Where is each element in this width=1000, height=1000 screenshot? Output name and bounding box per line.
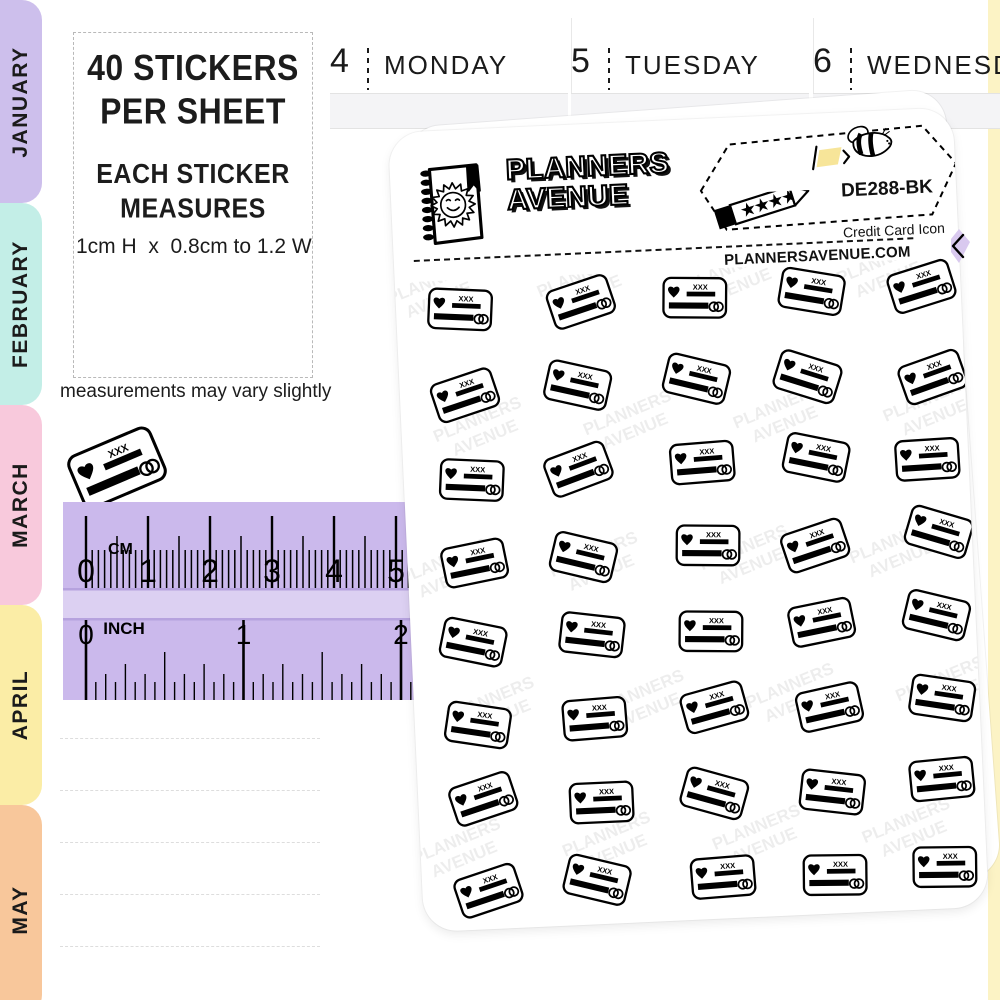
svg-text:XXX: XXX — [592, 703, 608, 713]
svg-text:XXX: XXX — [599, 787, 614, 797]
svg-text:XXX: XXX — [699, 446, 715, 456]
svg-text:XXX: XXX — [720, 861, 736, 871]
svg-text:XXX: XXX — [924, 443, 939, 453]
svg-text:XXX: XXX — [831, 777, 847, 788]
svg-text:XXX: XXX — [693, 283, 708, 292]
svg-text:XXX: XXX — [470, 465, 485, 475]
svg-text:XXX: XXX — [833, 860, 848, 869]
svg-text:XXX: XXX — [938, 763, 954, 773]
svg-text:XXX: XXX — [709, 616, 724, 625]
svg-text:XXX: XXX — [943, 852, 958, 861]
svg-text:XXX: XXX — [591, 619, 607, 630]
svg-text:XXX: XXX — [458, 294, 473, 304]
svg-text:XXX: XXX — [706, 530, 721, 539]
